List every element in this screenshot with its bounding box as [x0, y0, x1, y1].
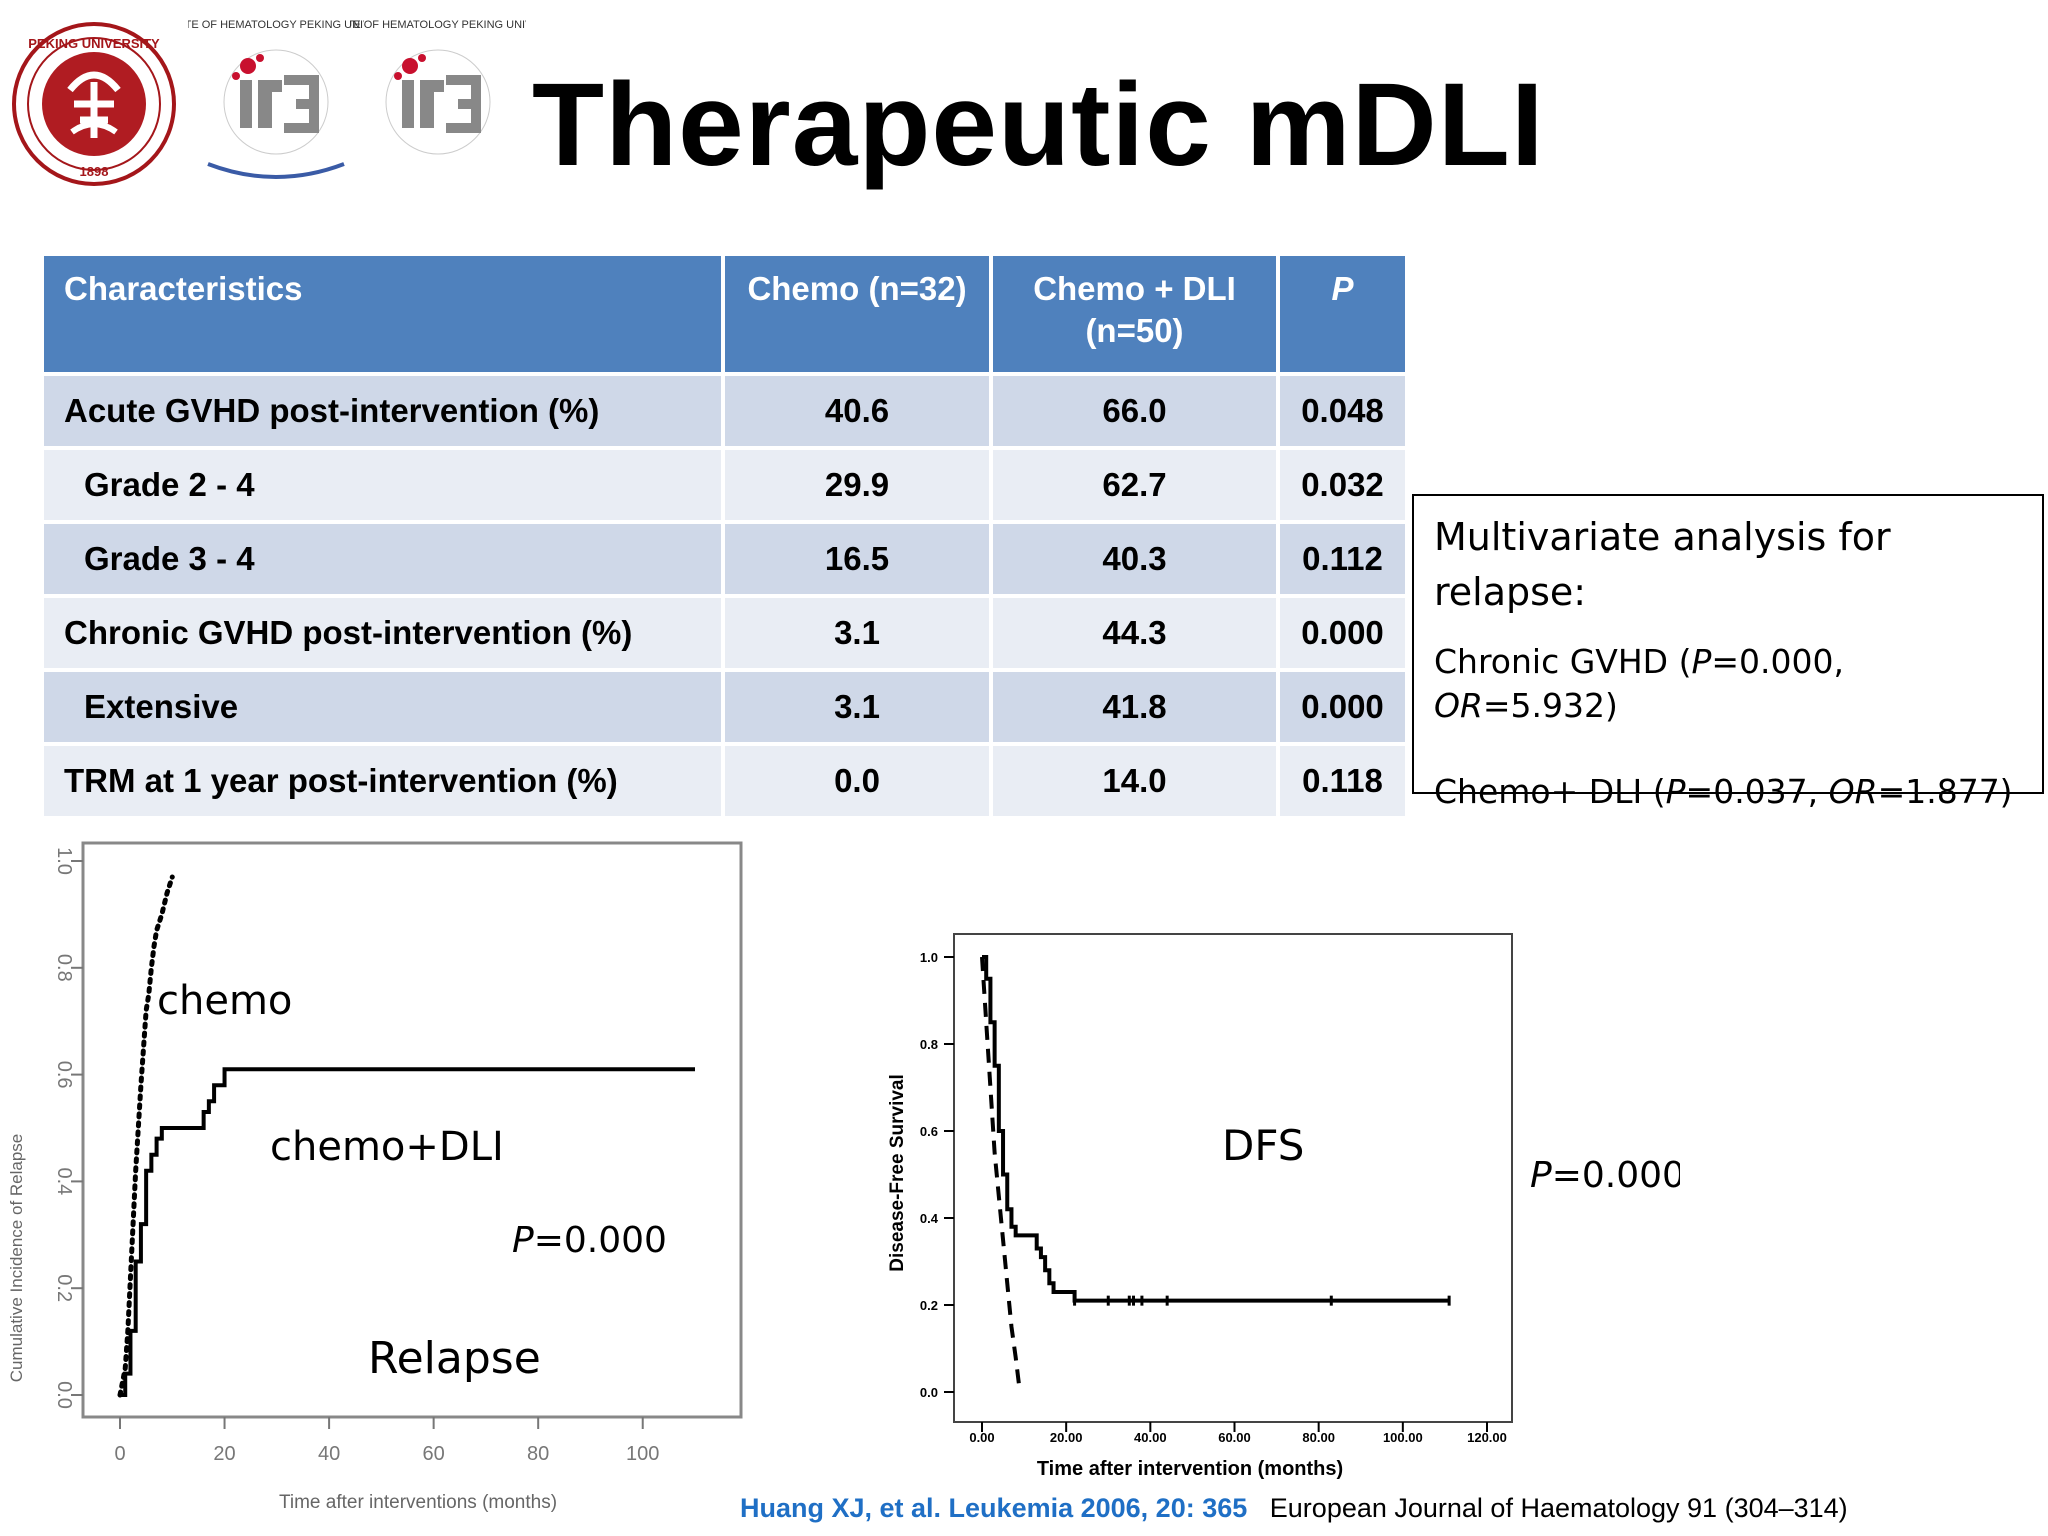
y-tick-label: 1.0: [920, 950, 938, 965]
legend-label-chemo: chemo: [157, 978, 292, 1024]
row-label: TRM at 1 year post-intervention (%): [40, 742, 725, 820]
mv-heading-line1: Multivariate analysis for: [1434, 515, 1891, 559]
logo-text: INSTITUTE OF HEMATOLOGY PEKING UNIVERSIT…: [350, 19, 526, 31]
y-tick-label: 0.6: [53, 1061, 75, 1089]
x-tick-label: 40.00: [1134, 1430, 1167, 1445]
dfs-plot-frame: [953, 933, 1513, 1423]
reference: Huang XJ, et al. Leukemia 2006, 20: 365 …: [740, 1493, 1848, 1524]
row-label: Grade 2 - 4: [40, 446, 725, 524]
legend-label-chemo-dli: chemo+DLI: [270, 1124, 504, 1170]
x-tick-label: 120.00: [1467, 1430, 1507, 1445]
p-value: 0.032: [1276, 446, 1409, 524]
row-label: Extensive: [40, 668, 725, 746]
hematology-logo-1: INSTITUTE OF HEMATOLOGY PEKING UNIVERSIT…: [188, 18, 364, 186]
peking-university-seal: PEKING UNIVERSITY 1898: [12, 22, 176, 186]
y-tick-label: 1.0: [53, 847, 75, 875]
characteristics-table: Characteristics Chemo (n=32) Chemo + DLI…: [40, 252, 1409, 820]
mv-heading-line2: relapse:: [1434, 570, 1587, 614]
relapse-ylabel: Cumulative Incidence of Relapse: [7, 1134, 26, 1383]
chemo-dli-value: 66.0: [989, 372, 1280, 450]
chemo-dli-value: 40.3: [989, 520, 1280, 598]
header-characteristics: Characteristics: [40, 252, 725, 376]
x-tick-label: 100.00: [1383, 1430, 1423, 1445]
citation: Huang XJ, et al. Leukemia 2006, 20: 365: [740, 1493, 1248, 1523]
table-header-row: Characteristics Chemo (n=32) Chemo + DLI…: [40, 252, 1409, 376]
chemo-value: 29.9: [721, 446, 993, 524]
y-tick-label: 0.8: [53, 954, 75, 982]
p-value: 0.000: [1276, 594, 1409, 672]
dfs-title: DFS: [1222, 1121, 1304, 1170]
p-value: 0.048: [1276, 372, 1409, 450]
x-tick-label: 100: [626, 1443, 659, 1465]
chemo-dli-value: 14.0: [989, 742, 1280, 820]
relapse-title: Relapse: [368, 1333, 541, 1384]
dfs-ylabel: Disease-Free Survival: [887, 1074, 908, 1272]
x-tick-label: 60: [423, 1443, 445, 1465]
row-label: Grade 3 - 4: [40, 520, 725, 598]
y-tick-label: 0.4: [920, 1211, 939, 1226]
relapse-plot-frame: [81, 841, 743, 1419]
p-value: 0.112: [1276, 520, 1409, 598]
y-tick-label: 0.4: [53, 1167, 75, 1195]
row-label: Acute GVHD post-intervention (%): [40, 372, 725, 450]
y-tick-label: 0.2: [920, 1298, 938, 1313]
chemo-value: 3.1: [721, 668, 993, 746]
dfs-chart: 0.0 0.2 0.4 0.6 0.8 1.0 0.00 20.00 40.00 60.00 80.…: [887, 933, 1680, 1480]
y-tick-label: 0.0: [53, 1381, 75, 1409]
x-tick-label: 60.00: [1218, 1430, 1251, 1445]
logo-text: INSTITUTE OF HEMATOLOGY PEKING UNIVERSIT…: [188, 19, 364, 31]
x-tick-label: 0: [114, 1443, 125, 1465]
p-value: 0.000: [1276, 668, 1409, 746]
page-title: Therapeutic mDLI: [532, 59, 1545, 191]
chemo-dli-value: 41.8: [989, 668, 1280, 746]
relapse-chart: 0.0 0.2 0.4 0.6 0.8 1.0 0 20 40 60 80 100 Cumulativ…: [7, 841, 743, 1513]
mv-row-chronic-gvhd: Chronic GVHD (P=0.000, OR=5.932): [1434, 642, 1844, 725]
chemo-value: 16.5: [721, 520, 993, 598]
y-tick-label: 0.0: [920, 1385, 938, 1400]
mv-row-chemo-dli: Chemo+ DLI (P=0.037, OR=1.877): [1434, 772, 2013, 811]
x-tick-label: 20.00: [1050, 1430, 1083, 1445]
series-line-chemo: [980, 956, 1022, 1393]
table-row: Chronic GVHD post-intervention (%) 3.1 44.…: [40, 594, 1409, 672]
relapse-p-value: P=0.000: [512, 1220, 667, 1261]
chemo-value: 3.1: [721, 594, 993, 672]
series-line-chemo-dli: [982, 955, 1450, 1303]
x-tick-label: 80: [527, 1443, 549, 1465]
journal-reference: European Journal of Haematology 91 (304–…: [1269, 1493, 1848, 1523]
chemo-value: 0.0: [721, 742, 993, 820]
seal-year: 1898: [80, 164, 109, 179]
dfs-p-value: P=0.000: [1530, 1155, 1680, 1196]
header-chemo-dli: Chemo + DLI (n=50): [989, 252, 1280, 376]
header-p: P: [1276, 252, 1409, 376]
series-line-chemo-dli: [120, 1067, 695, 1397]
table-row: Grade 3 - 4 16.5 40.3 0.112: [40, 520, 1409, 598]
y-tick-label: 0.8: [920, 1037, 938, 1052]
seal-text: PEKING UNIVERSITY: [28, 36, 160, 51]
row-label: Chronic GVHD post-intervention (%): [40, 594, 725, 672]
dfs-xlabel: Time after intervention (months): [1037, 1458, 1343, 1480]
chemo-dli-value: 44.3: [989, 594, 1280, 672]
y-tick-label: 0.6: [920, 1124, 938, 1139]
x-tick-label: 40: [318, 1443, 340, 1465]
x-tick-label: 0.00: [969, 1430, 994, 1445]
chemo-value: 40.6: [721, 372, 993, 450]
y-tick-label: 0.2: [53, 1274, 75, 1302]
x-tick-label: 80.00: [1302, 1430, 1335, 1445]
table-row: Extensive 3.1 41.8 0.000: [40, 668, 1409, 746]
table-row: Grade 2 - 4 29.9 62.7 0.032: [40, 446, 1409, 524]
p-value: 0.118: [1276, 742, 1409, 820]
multivariate-analysis-box: Multivariate analysis for relapse: Chron…: [1412, 494, 2044, 811]
table-row: TRM at 1 year post-intervention (%) 0.0 14…: [40, 742, 1409, 820]
x-tick-label: 20: [213, 1443, 235, 1465]
chemo-dli-value: 62.7: [989, 446, 1280, 524]
header-chemo: Chemo (n=32): [721, 252, 993, 376]
series-line-chemo: [117, 874, 175, 1398]
table-row: Acute GVHD post-intervention (%) 40.6 66.0…: [40, 372, 1409, 450]
hematology-logo-2: INSTITUTE OF HEMATOLOGY PEKING UNIVERSIT…: [350, 18, 526, 186]
relapse-xlabel: Time after interventions (months): [279, 1492, 557, 1513]
